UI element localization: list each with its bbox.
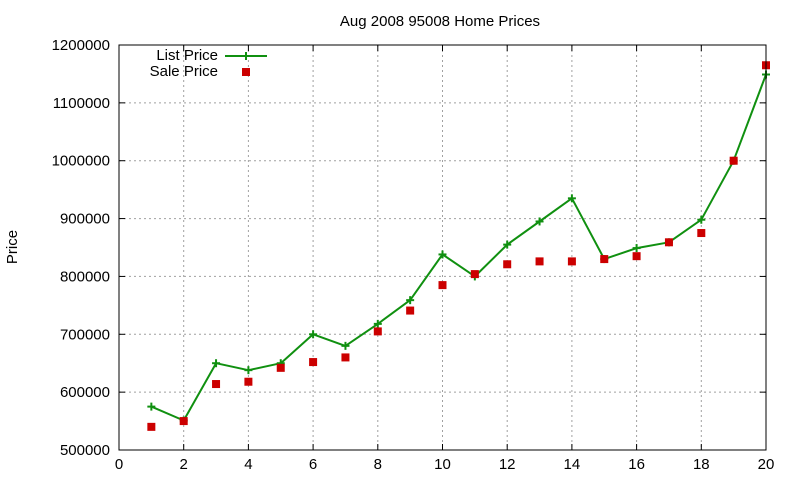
legend-label-sale-price: Sale Price bbox=[150, 63, 218, 80]
data-point-sale-price bbox=[309, 358, 318, 367]
legend-label-list-price: List Price bbox=[156, 47, 218, 64]
y-tick-label: 1100000 bbox=[53, 95, 110, 112]
x-tick-label: 16 bbox=[628, 456, 645, 473]
x-tick-label: 10 bbox=[434, 456, 451, 473]
data-point-sale-price bbox=[503, 260, 512, 269]
grid bbox=[118, 44, 767, 451]
series-line-list-price bbox=[150, 74, 767, 422]
data-point-sale-price bbox=[438, 281, 447, 290]
x-tick-label: 0 bbox=[115, 456, 123, 473]
legend-marker-list-price bbox=[242, 52, 250, 60]
data-point-sale-price bbox=[567, 257, 576, 266]
data-point-sale-price bbox=[632, 252, 641, 261]
data-point-sale-price bbox=[147, 422, 156, 431]
y-tick-label: 1000000 bbox=[52, 153, 110, 170]
data-point-sale-price bbox=[664, 238, 673, 247]
plot-border bbox=[118, 44, 767, 451]
y-tick-label: 1200000 bbox=[52, 37, 110, 54]
data-point-sale-price bbox=[535, 257, 544, 266]
data-point-list-price bbox=[406, 296, 415, 305]
data-point-sale-price bbox=[697, 229, 706, 238]
x-tick-label: 12 bbox=[499, 456, 516, 473]
x-tick-label: 18 bbox=[693, 456, 710, 473]
x-tick-label: 14 bbox=[564, 456, 581, 473]
data-point-list-price bbox=[373, 319, 382, 328]
data-point-sale-price bbox=[244, 377, 253, 386]
x-tick-label: 20 bbox=[758, 456, 775, 473]
data-point-list-price bbox=[697, 215, 706, 224]
data-point-list-price bbox=[438, 250, 447, 259]
legend-marker-sale-price bbox=[242, 68, 250, 76]
y-axis-label: Price bbox=[4, 230, 21, 264]
data-point-list-price bbox=[244, 366, 253, 375]
data-point-list-price bbox=[147, 402, 156, 411]
series-layer bbox=[147, 61, 770, 431]
legend: List Price Sale Price bbox=[150, 47, 267, 80]
data-point-sale-price bbox=[212, 380, 221, 389]
data-point-list-price bbox=[535, 217, 544, 226]
data-point-sale-price bbox=[600, 255, 609, 264]
y-tick-label: 700000 bbox=[60, 326, 110, 343]
x-tick-label: 8 bbox=[374, 456, 382, 473]
x-tick-label: 6 bbox=[309, 456, 317, 473]
y-tick-label: 900000 bbox=[60, 211, 110, 228]
data-point-sale-price bbox=[276, 363, 285, 372]
data-point-list-price bbox=[567, 194, 576, 203]
data-point-list-price bbox=[309, 330, 318, 339]
x-tick-label: 2 bbox=[180, 456, 188, 473]
data-point-list-price bbox=[341, 341, 350, 350]
data-point-list-price bbox=[632, 244, 641, 253]
data-point-sale-price bbox=[179, 417, 188, 426]
data-point-sale-price bbox=[341, 353, 350, 362]
x-tick-label: 4 bbox=[244, 456, 252, 473]
y-tick-label: 500000 bbox=[60, 442, 110, 459]
data-point-sale-price bbox=[729, 156, 738, 165]
data-point-list-price bbox=[503, 240, 512, 249]
data-point-sale-price bbox=[373, 327, 382, 336]
chart-title: Aug 2008 95008 Home Prices bbox=[340, 13, 540, 30]
y-tick-label: 800000 bbox=[60, 268, 110, 285]
data-point-list-price bbox=[212, 359, 221, 368]
data-point-sale-price bbox=[470, 270, 479, 279]
y-tick-label: 600000 bbox=[60, 384, 110, 401]
tick-labels: 0 2 4 6 8 10 12 14 16 18 20 500000 600000 700000 80000… bbox=[52, 37, 775, 473]
data-point-sale-price bbox=[406, 306, 415, 315]
